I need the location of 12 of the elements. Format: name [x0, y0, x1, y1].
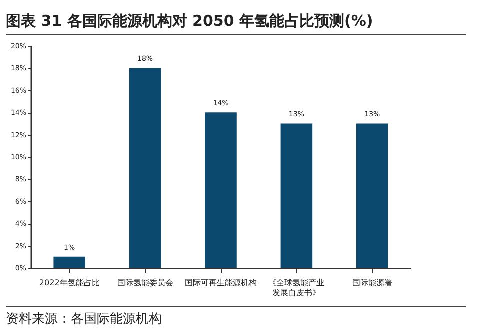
- bar: [54, 256, 86, 268]
- x-tick-label: 《全球氢能产业发展白皮书》: [268, 278, 325, 298]
- x-tick-label: 国际可再生能源机构: [185, 278, 257, 288]
- bar: [205, 112, 237, 268]
- x-tick-label: 2022年氢能占比: [39, 278, 100, 288]
- x-tick-label: 国际能源署: [352, 278, 392, 288]
- x-tick-label: 国际氢能委员会: [117, 278, 174, 288]
- bar: [280, 124, 313, 268]
- text: 资料来源：各国际能源机构: [6, 306, 466, 328]
- bar: [129, 68, 162, 268]
- bar: [356, 124, 388, 268]
- chart-title: 图表 31 各国际能源机构对 2050 年氢能占比预测(%): [6, 12, 466, 35]
